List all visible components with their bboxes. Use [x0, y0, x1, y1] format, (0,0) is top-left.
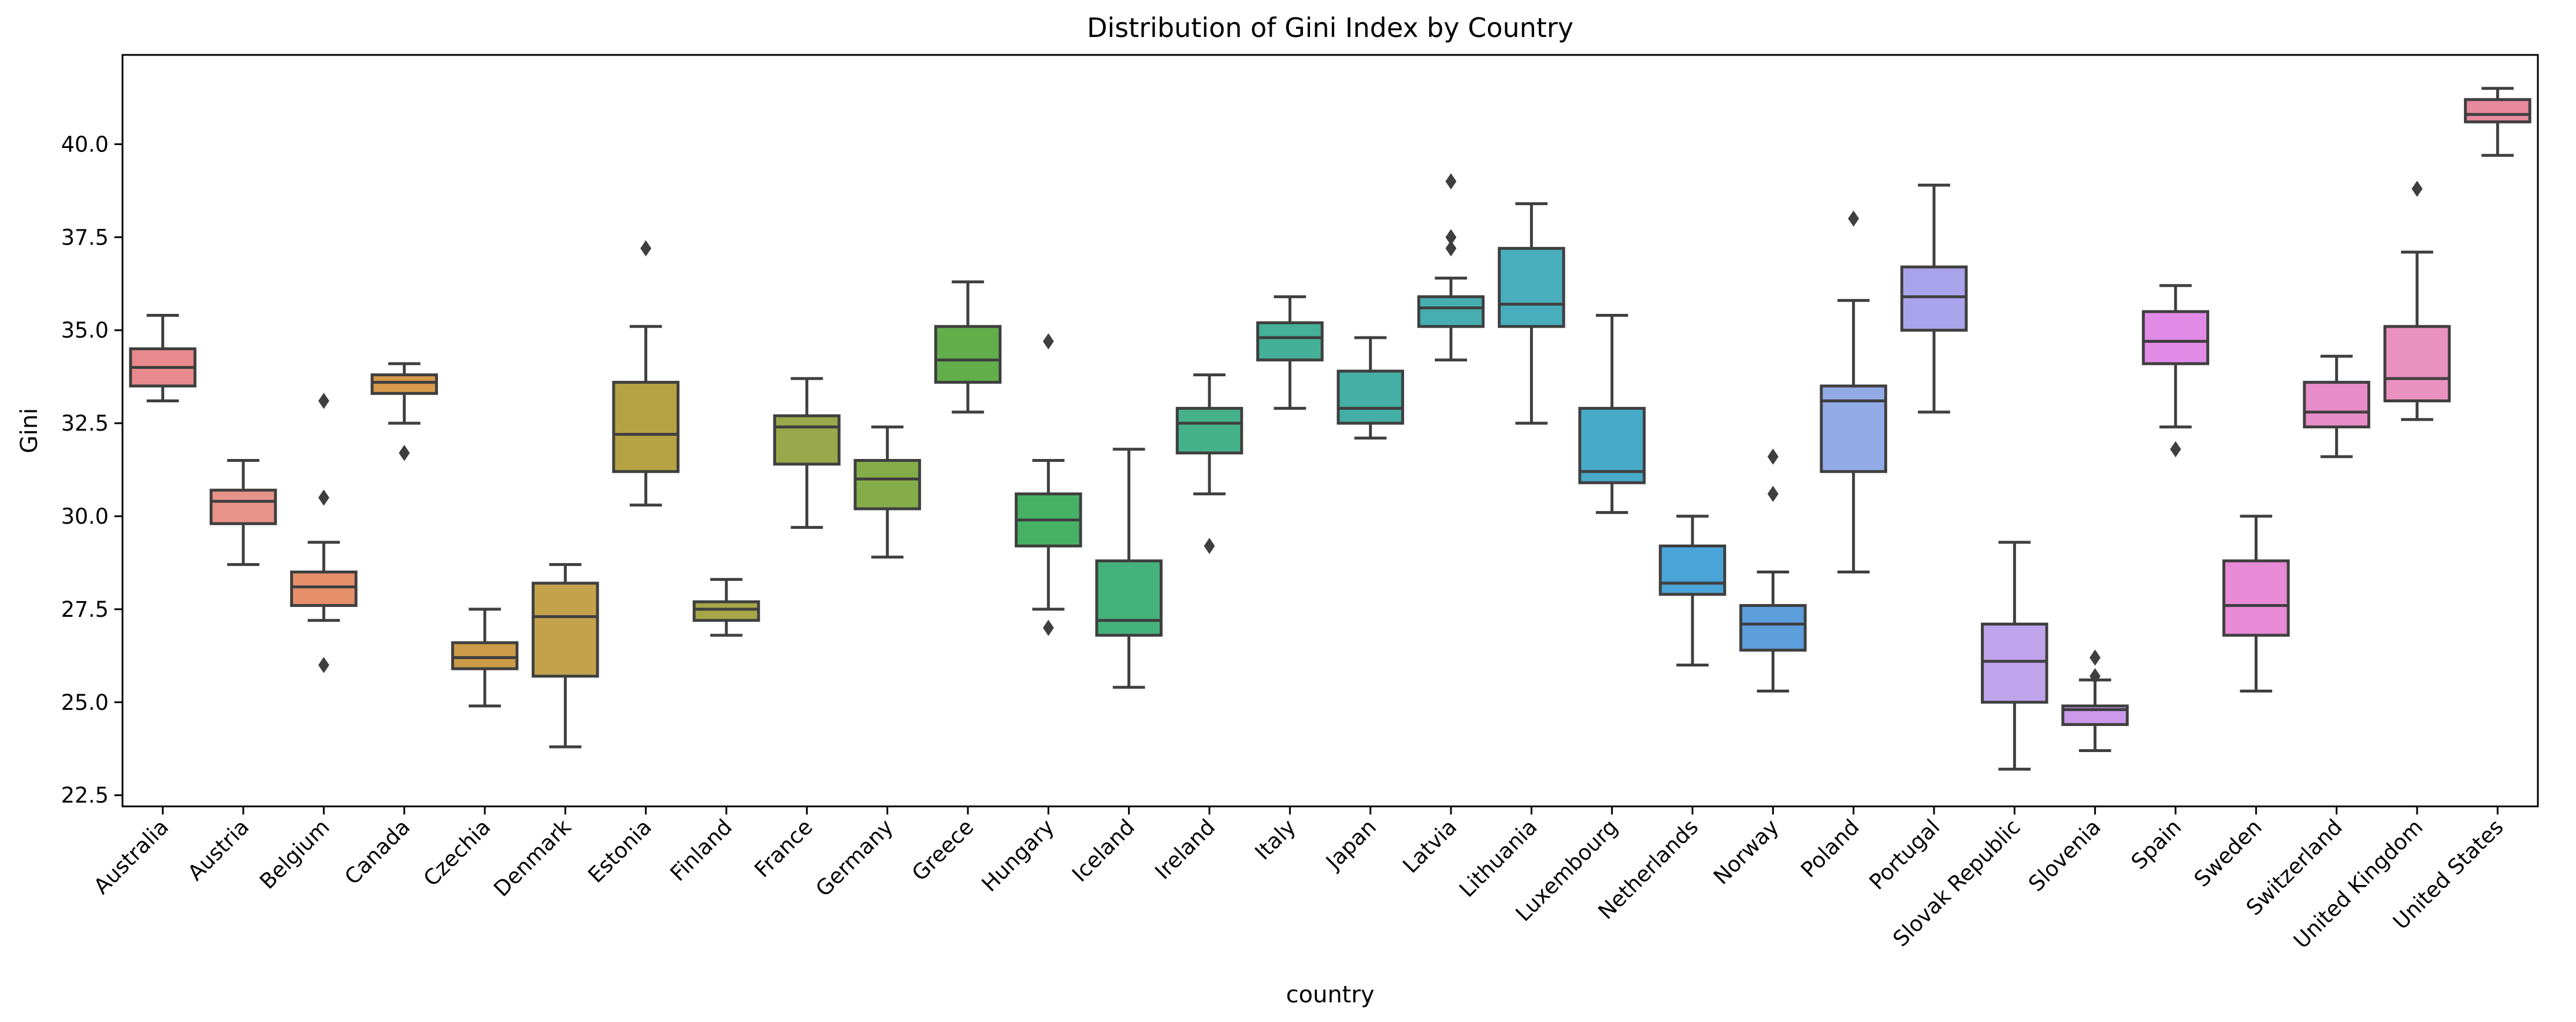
box-belgium — [290, 571, 358, 607]
box-latvia — [1417, 295, 1485, 328]
x-tick-label: Finland — [665, 814, 737, 886]
outlier-point — [1767, 449, 1779, 465]
outlier-point — [1767, 486, 1779, 502]
box-italy — [1256, 321, 1324, 362]
y-tick-label: 32.5 — [61, 411, 109, 436]
box-ireland — [1175, 406, 1244, 455]
outlier-point — [2089, 668, 2101, 684]
outlier-point — [318, 489, 329, 506]
box-czechia — [451, 641, 519, 671]
x-tick-label: Czechia — [419, 814, 496, 891]
plot-frame — [121, 54, 2539, 808]
y-tick-label: 37.5 — [61, 225, 109, 250]
box-norway — [1739, 603, 1807, 652]
box-portugal — [1900, 265, 1968, 332]
box-sweden — [2222, 559, 2290, 637]
x-tick-label: Greece — [907, 814, 979, 886]
outlier-point — [1848, 210, 1859, 227]
x-tick-label: Hungary — [977, 814, 1059, 897]
outlier-point — [318, 392, 329, 409]
box-united-kingdom — [2383, 325, 2451, 403]
box-switzerland — [2303, 380, 2370, 429]
x-tick-label: Japan — [1320, 814, 1381, 875]
box-netherlands — [1658, 545, 1727, 596]
y-tick-label: 25.0 — [61, 690, 109, 715]
box-japan — [1337, 369, 1404, 425]
box-germany — [853, 458, 921, 510]
x-tick-label: Australia — [89, 814, 173, 899]
outlier-point — [1445, 229, 1457, 246]
plot-area: 22.5 25.0 27.5 30.0 32.5 35.0 37.5 40.0 Australi… — [61, 87, 2532, 953]
outlier-point — [1042, 333, 1054, 350]
outlier-point — [318, 657, 329, 673]
chart-title: Distribution of Gini Index by Country — [1087, 12, 1573, 43]
outlier-point — [1445, 173, 1457, 190]
box-greece — [934, 325, 1002, 384]
x-tick-label: Spain — [2126, 814, 2187, 875]
outlier-point — [2089, 649, 2101, 666]
box-lithuania — [1498, 247, 1565, 328]
x-tick-label: Austria — [183, 814, 254, 886]
box-denmark — [532, 582, 599, 678]
y-tick-label: 40.0 — [61, 132, 109, 157]
x-tick-label: Belgium — [255, 814, 335, 894]
box-slovak-republic — [1981, 623, 2048, 704]
outlier-point — [1042, 620, 1054, 636]
x-tick-label: Sweden — [2189, 814, 2267, 892]
box-finland — [692, 600, 760, 622]
y-axis-label: Gini — [16, 408, 43, 454]
outlier-point — [1204, 538, 1215, 554]
x-tick-label: Iceland — [1067, 814, 1139, 887]
outlier-point — [399, 445, 410, 461]
box-spain — [2141, 310, 2210, 365]
box-iceland — [1095, 559, 1163, 637]
box-estonia — [612, 380, 680, 473]
x-tick-label: Latvia — [1398, 814, 1461, 878]
x-tick-label: Ireland — [1150, 814, 1220, 884]
x-tick-label: Canada — [340, 814, 415, 890]
x-tick-label: France — [749, 814, 817, 882]
y-tick-label: 27.5 — [61, 597, 109, 622]
x-tick-label: Lithuania — [1454, 814, 1542, 902]
x-tick-label: Portugal — [1865, 814, 1945, 895]
box-canada — [370, 373, 438, 395]
outlier-point — [1445, 240, 1457, 257]
outlier-point — [640, 240, 652, 257]
y-tick-label: 35.0 — [61, 318, 109, 343]
y-tick-label: 22.5 — [61, 783, 109, 808]
x-tick-label: Denmark — [489, 814, 576, 902]
y-tick-label: 30.0 — [61, 504, 109, 529]
x-tick-label: Germany — [811, 814, 898, 902]
x-tick-label: Slovenia — [2024, 814, 2106, 897]
x-tick-label: Italy — [1250, 814, 1301, 865]
x-axis-label: country — [1286, 982, 1375, 1008]
x-tick-label: Poland — [1796, 814, 1864, 883]
box-austria — [209, 488, 277, 525]
outlier-point — [2411, 180, 2423, 197]
x-tick-label: Estonia — [583, 814, 656, 888]
outlier-point — [2170, 441, 2181, 458]
x-tick-label: Norway — [1709, 814, 1784, 890]
box-united-states — [2464, 98, 2532, 124]
box-france — [773, 414, 841, 466]
box-poland — [1820, 384, 1887, 473]
